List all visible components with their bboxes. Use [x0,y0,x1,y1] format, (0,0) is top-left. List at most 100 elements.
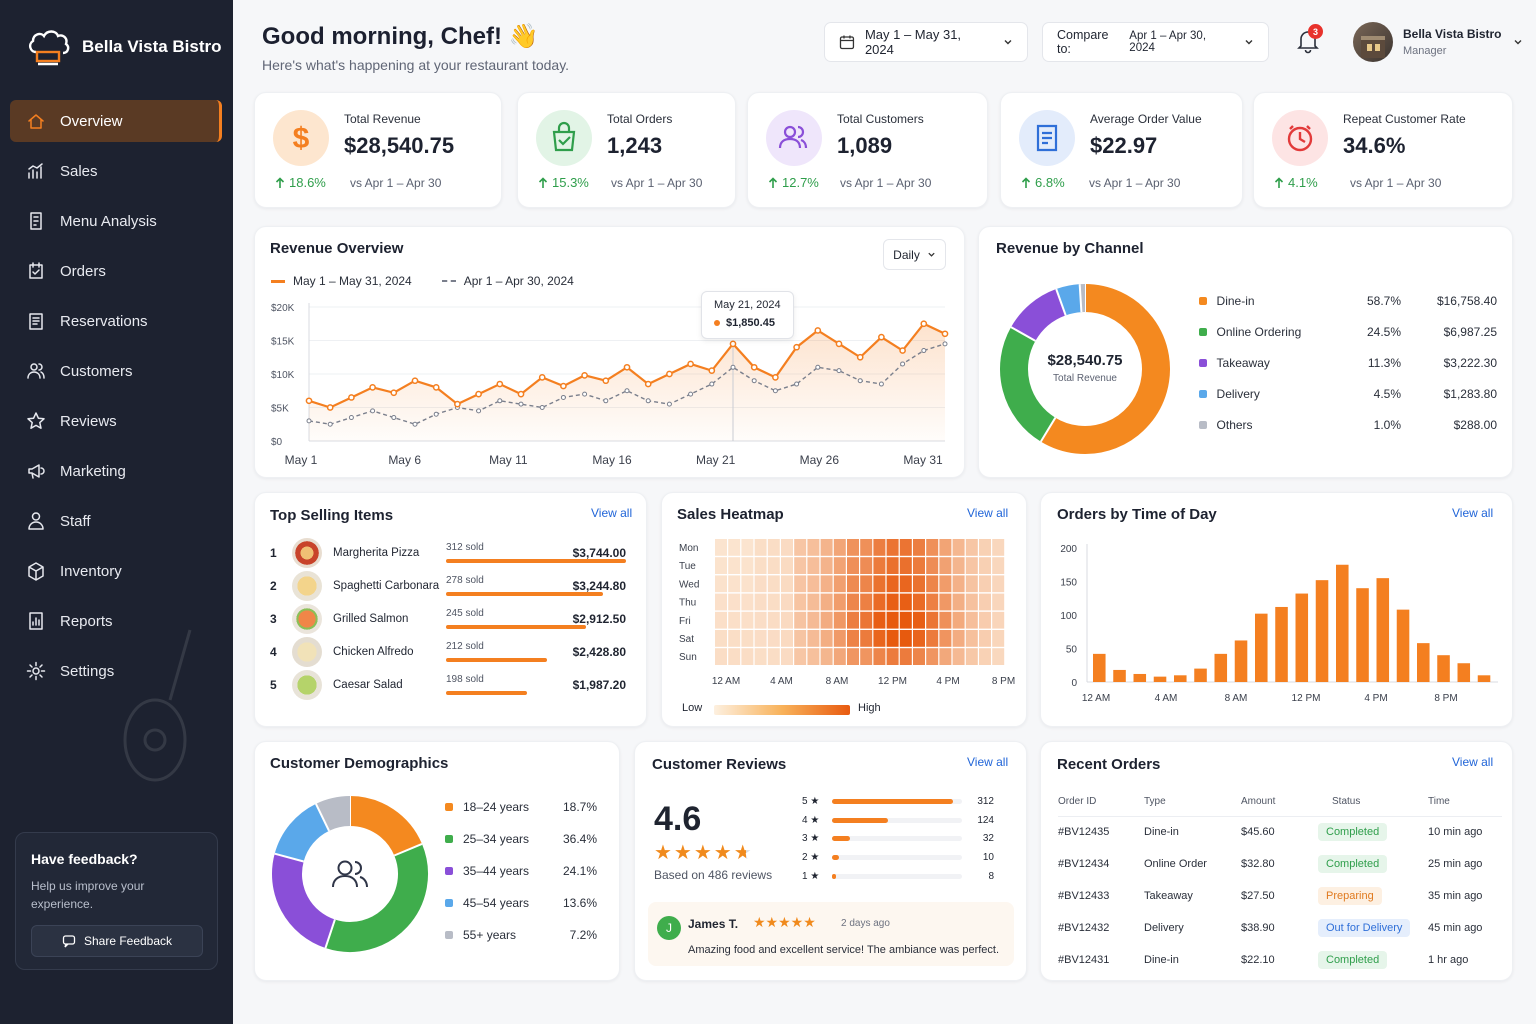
top-selling-item[interactable]: 1 Margherita Pizza 312 sold $3,744.00 [270,536,626,569]
data-point-previous [688,391,694,397]
sidebar-item-sales[interactable]: Sales [10,150,222,192]
data-point-current [454,400,461,408]
top-selling-view-all-link[interactable]: View all [591,506,633,520]
data-point-previous [772,388,778,394]
kpi-card-5[interactable]: Repeat Customer Rate 34.6% 4.1% vs Apr 1 – … [1253,92,1513,208]
bar [1093,653,1106,682]
data-point-current [666,370,673,378]
sidebar-item-staff[interactable]: Staff [10,500,222,542]
sidebar-item-reservations[interactable]: Reservations [10,300,222,342]
notifications-button[interactable]: 3 [1296,24,1323,56]
order-amount: $38.90 [1241,922,1275,934]
sidebar-item-inventory[interactable]: Inventory [10,550,222,592]
kpi-card-3[interactable]: Total Customers 1,089 12.7% vs Apr 1 – Apr … [747,92,988,208]
table-row[interactable]: #BV12431 Dine-in $22.10 Completed 1 hr ago [1058,944,1502,976]
orders-time-view-all-link[interactable]: View all [1452,506,1494,520]
kpi-value: 1,243 [607,133,663,158]
order-id: #BV12433 [1058,890,1110,902]
heatmap-cell [965,630,978,647]
heatmap-cell [715,557,727,574]
recent-orders-view-all-link[interactable]: View all [1452,755,1494,769]
reviews-title: Customer Reviews [652,756,787,773]
sidebar-item-overview[interactable]: Overview [10,100,222,142]
heatmap-cell [807,575,820,593]
data-point-current [602,377,610,385]
age-group-label: 25–34 years [463,832,530,846]
heatmap-cell [886,611,899,629]
brand[interactable]: Bella Vista Bistro [26,24,222,70]
orders-icon [29,262,43,279]
heatmap-cell [860,557,873,574]
top-selling-item[interactable]: 5 Caesar Salad 198 sold $1,987.20 [270,668,626,701]
legend-swatch [1199,327,1207,336]
sidebar-item-marketing[interactable]: Marketing [10,450,222,492]
heatmap-cell [979,593,991,611]
rating-bar-row: 4 ★ 124 [802,811,1002,830]
latest-review[interactable]: J James T. ★★★★★ 2 days ago Amazing food… [648,902,1014,966]
channel-value: $6,987.25 [1443,324,1497,339]
compare-picker[interactable]: Compare to: Apr 1 – Apr 30, 2024 [1042,22,1269,62]
heatmap-cell [992,539,1005,556]
heatmap-cell [833,575,846,593]
top-selling-item[interactable]: 3 Grilled Salmon 245 sold $2,912.50 [270,602,626,635]
top-selling-item[interactable]: 4 Chicken Alfredo 212 sold $2,428.80 [270,635,626,668]
share-feedback-button[interactable]: Share Feedback [31,925,203,957]
heatmap-cell [939,648,952,665]
box-icon [28,562,44,581]
order-status-cell: Preparing [1318,880,1428,912]
sidebar-item-settings[interactable]: Settings [10,650,222,692]
top-selling-item[interactable]: 2 Spaghetti Carbonara 278 sold $3,244.80 [270,569,626,602]
sidebar-item-menu-analysis[interactable]: Menu Analysis [10,200,222,242]
brand-name: Bella Vista Bistro [82,37,222,56]
data-point-previous [348,415,354,421]
bar [1255,613,1268,682]
y-tick-label: 100 [1060,611,1077,622]
heatmap-cell [860,539,873,556]
revenue-by-channel-title: Revenue by Channel [996,240,1144,257]
sidebar-item-customers[interactable]: Customers [10,350,222,392]
period-select[interactable]: Daily [883,239,946,270]
heatmap-cell [899,630,912,647]
kpi-delta-value: 6.8% [1035,175,1065,190]
sidebar-item-orders[interactable]: Orders [10,250,222,292]
kpi-value: 1,089 [837,133,893,158]
table-row[interactable]: #BV12434 Online Order $32.80 Completed 25 mi… [1058,848,1502,880]
age-group-percent: 13.6% [562,896,597,910]
revenue-overview-card: Revenue Overview Daily May 1 – May 31, 2… [254,226,965,478]
demographics-slice-3 [272,853,336,949]
data-point-previous [306,418,312,424]
kpi-card-2[interactable]: Total Orders 1,243 15.3% vs Apr 1 – Apr 30 [517,92,736,208]
table-row[interactable]: #BV12435 Dine-in $45.60 Completed 10 min ago [1058,816,1502,848]
arrow-up-icon [1021,176,1031,188]
table-row[interactable]: #BV12432 Delivery $38.90 Out for Delivery 45… [1058,912,1502,944]
demographics-legend-item: 18–24 years 18.7% [445,791,597,823]
heatmap-cell [899,575,912,593]
channel-percent: 24.5% [1366,324,1401,339]
heatmap-cell [833,648,846,665]
kpi-card-4[interactable]: Average Order Value $22.97 6.8% vs Apr 1 – … [1000,92,1243,208]
heatmap-cell [860,648,873,665]
sidebar-item-label: Marketing [60,462,126,480]
heatmap-view-all-link[interactable]: View all [967,506,1009,520]
orders-by-time-card: Orders by Time of Day View all 200 150 100… [1040,492,1513,727]
reviews-view-all-link[interactable]: View all [967,755,1009,769]
heatmap-cell [847,630,859,647]
heatmap-cell [767,539,780,556]
heatmap-x-label: 8 PM [992,676,1015,687]
heatmap-cell [913,557,925,574]
demographics-legend-item: 45–54 years 13.6% [445,887,597,919]
kpi-card-1[interactable]: $ Total Revenue $28,540.75 18.6% vs Apr 1 – … [254,92,502,208]
reports-icon [29,612,43,630]
donut-center-label: Total Revenue [1053,373,1117,384]
x-tick-label: 4 AM [1155,693,1178,704]
table-row[interactable]: #BV12433 Takeaway $27.50 Preparing 35 min ag… [1058,880,1502,912]
sidebar-item-reports[interactable]: Reports [10,600,222,642]
heatmap-cell [992,575,1005,593]
age-group-label: 45–54 years [463,896,530,910]
y-tick-label: $15K [271,337,295,348]
heatmap-cell [741,648,754,665]
sidebar-item-reviews[interactable]: Reviews [10,400,222,442]
date-range-picker[interactable]: May 1 – May 31, 2024 [824,22,1028,62]
user-menu[interactable]: Bella Vista Bistro Manager [1353,22,1523,62]
heatmap-cell [939,575,952,593]
